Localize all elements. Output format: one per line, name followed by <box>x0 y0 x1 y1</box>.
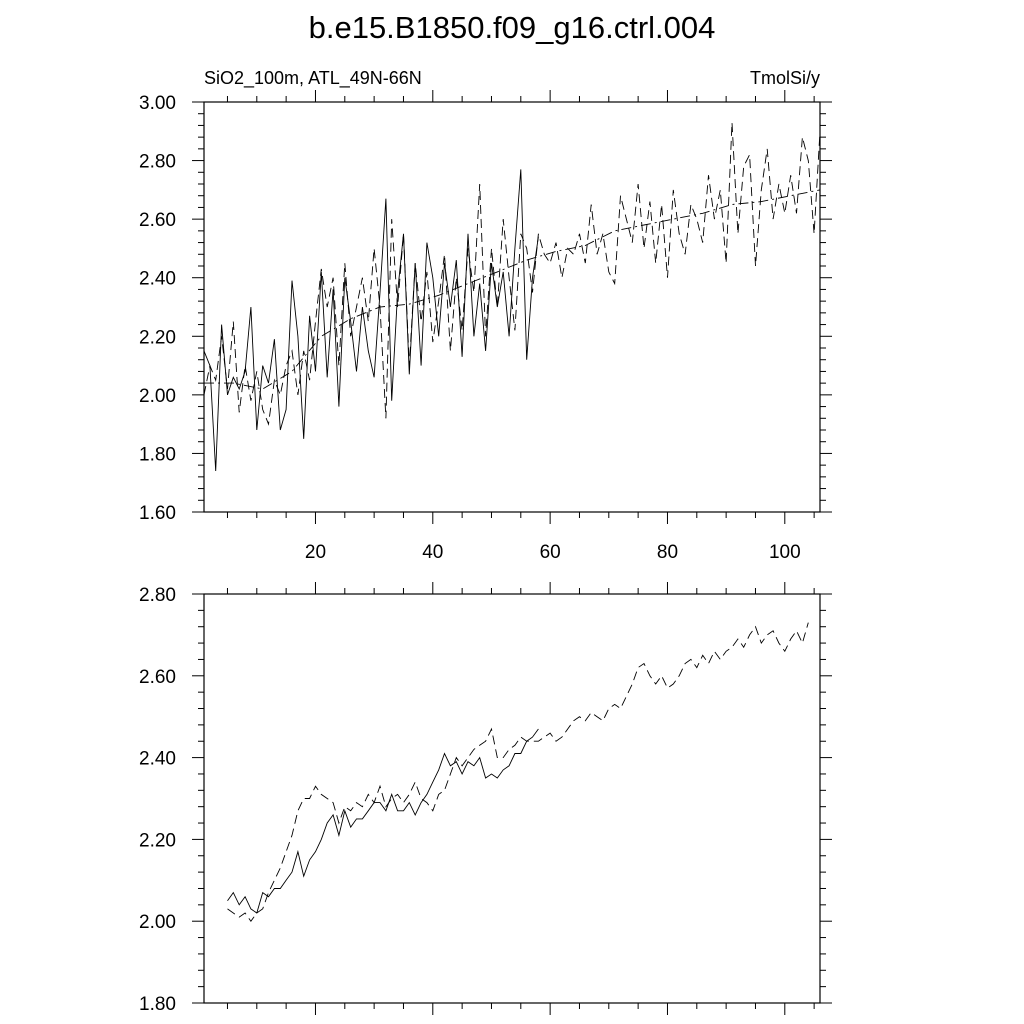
y-tick-label: 2.80 <box>139 585 176 606</box>
units-label: TmolSi/y <box>750 68 820 88</box>
y-tick-label: 2.00 <box>139 912 176 933</box>
series-line-dashed <box>203 122 821 426</box>
plot-frame <box>203 593 821 1004</box>
series-line-solid <box>203 169 539 472</box>
plot-frame <box>203 101 821 513</box>
y-tick-label: 2.40 <box>139 749 176 770</box>
series-line-dash-dot <box>204 189 821 390</box>
x-tick-label: 40 <box>422 542 443 563</box>
x-tick-label: 20 <box>305 542 326 563</box>
x-tick-label: 100 <box>769 542 801 563</box>
x-tick-label: 80 <box>657 542 678 563</box>
bottom-plot-panel: 1.80 2.00 2.20 2.40 2.60 2.80 <box>139 582 832 1015</box>
variable-region-label: SiO2_100m, ATL_49N-66N <box>204 68 422 89</box>
series-line-solid <box>227 728 539 914</box>
y-tick-label: 2.00 <box>139 386 176 407</box>
y-tick-label: 2.60 <box>139 667 176 688</box>
y-tick-label: 2.20 <box>139 830 176 851</box>
top-plot-panel: 1.60 1.80 2.00 2.20 2.40 2.60 2.80 3.00 20 40 60 80… <box>139 90 832 563</box>
y-tick-label: 2.20 <box>139 327 176 348</box>
y-tick-label: 1.80 <box>139 994 176 1015</box>
series-line-dashed <box>227 622 809 922</box>
y-tick-label: 2.60 <box>139 210 176 231</box>
y-tick-label: 1.80 <box>139 444 176 465</box>
x-tick-label: 60 <box>540 542 561 563</box>
y-tick-label: 2.40 <box>139 269 176 290</box>
y-tick-label: 2.80 <box>139 152 176 173</box>
chart-title: b.e15.B1850.f09_g16.ctrl.004 <box>309 10 716 45</box>
y-tick-label: 1.60 <box>139 503 176 524</box>
y-tick-label: 3.00 <box>139 93 176 114</box>
